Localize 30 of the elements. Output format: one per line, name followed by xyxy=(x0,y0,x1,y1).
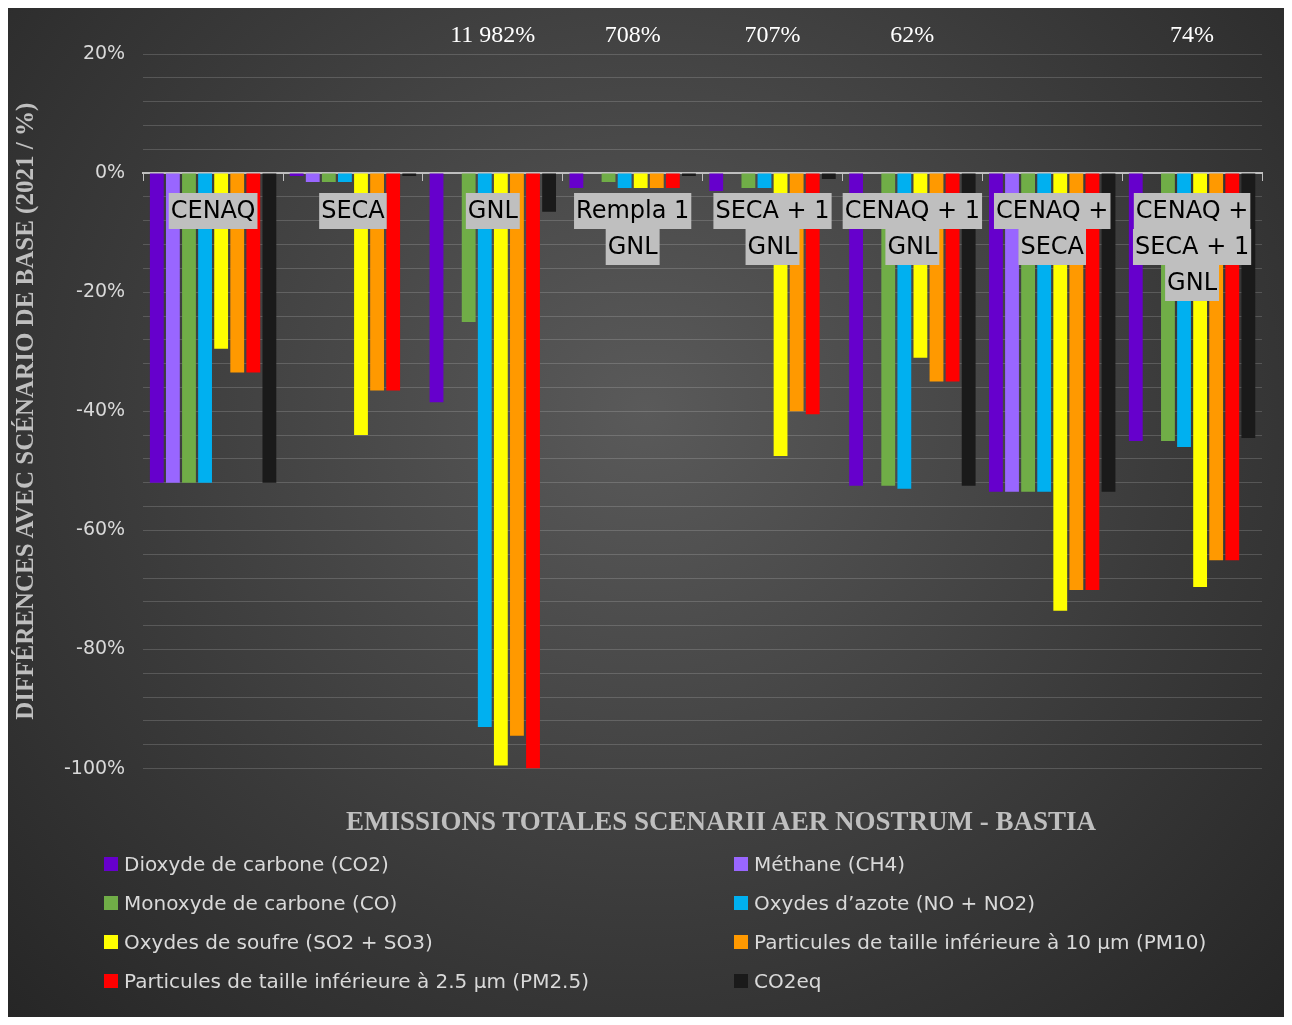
text: 62% xyxy=(890,21,935,48)
text: 707% xyxy=(744,21,801,48)
x-tick-label: SECA + 1 GNL xyxy=(715,196,830,261)
y-tick-label: -100% xyxy=(63,755,126,778)
y-tick-label: 20% xyxy=(82,40,126,63)
y-tick-label: -40% xyxy=(76,398,126,421)
legend-label: Oxydes d’azote (NO + NO2) xyxy=(754,890,1035,915)
text: 74% xyxy=(1170,21,1215,48)
legend-label: Monoxyde de carbone (CO) xyxy=(124,890,398,915)
text: 11 982% xyxy=(450,21,536,48)
x-tick-label: Rempla 1 GNL xyxy=(576,196,690,261)
x-tick-label: SECA xyxy=(321,196,386,225)
x-tick-label: CENAQ + SECA xyxy=(995,196,1109,261)
legend-label: Oxydes de soufre (SO2 + SO3) xyxy=(124,929,433,954)
legend-label: Méthane (CH4) xyxy=(754,851,906,876)
x-tick-label: CENAQ + 1 GNL xyxy=(844,196,981,261)
x-tick-label: GNL xyxy=(467,196,519,225)
x-tick-label: CENAQ xyxy=(170,196,256,225)
legend-label: Particules de taille inférieure à 2.5 µm (PM2.5) xyxy=(124,968,589,993)
legend-label: CO2eq xyxy=(754,968,822,993)
y-tick-label: -20% xyxy=(76,279,126,302)
y-axis-title: DIFFÉRENCES AVEC SCÉNARIO DE BASE (2021 / %) xyxy=(11,102,40,720)
legend-label: Dioxyde de carbone (CO2) xyxy=(124,851,389,876)
x-tick-label: CENAQ + SECA + 1 GNL xyxy=(1134,196,1250,297)
y-tick-label: -80% xyxy=(76,636,126,659)
y-tick-label: 0% xyxy=(95,160,126,183)
x-axis-title: EMISSIONS TOTALES SCENARII AER NOSTRUM - BASTIA xyxy=(344,805,1098,838)
legend-label: Particules de taille inférieure à 10 µm (PM10) xyxy=(754,929,1207,954)
y-tick-label: -60% xyxy=(76,517,126,540)
text: 708% xyxy=(604,21,661,48)
